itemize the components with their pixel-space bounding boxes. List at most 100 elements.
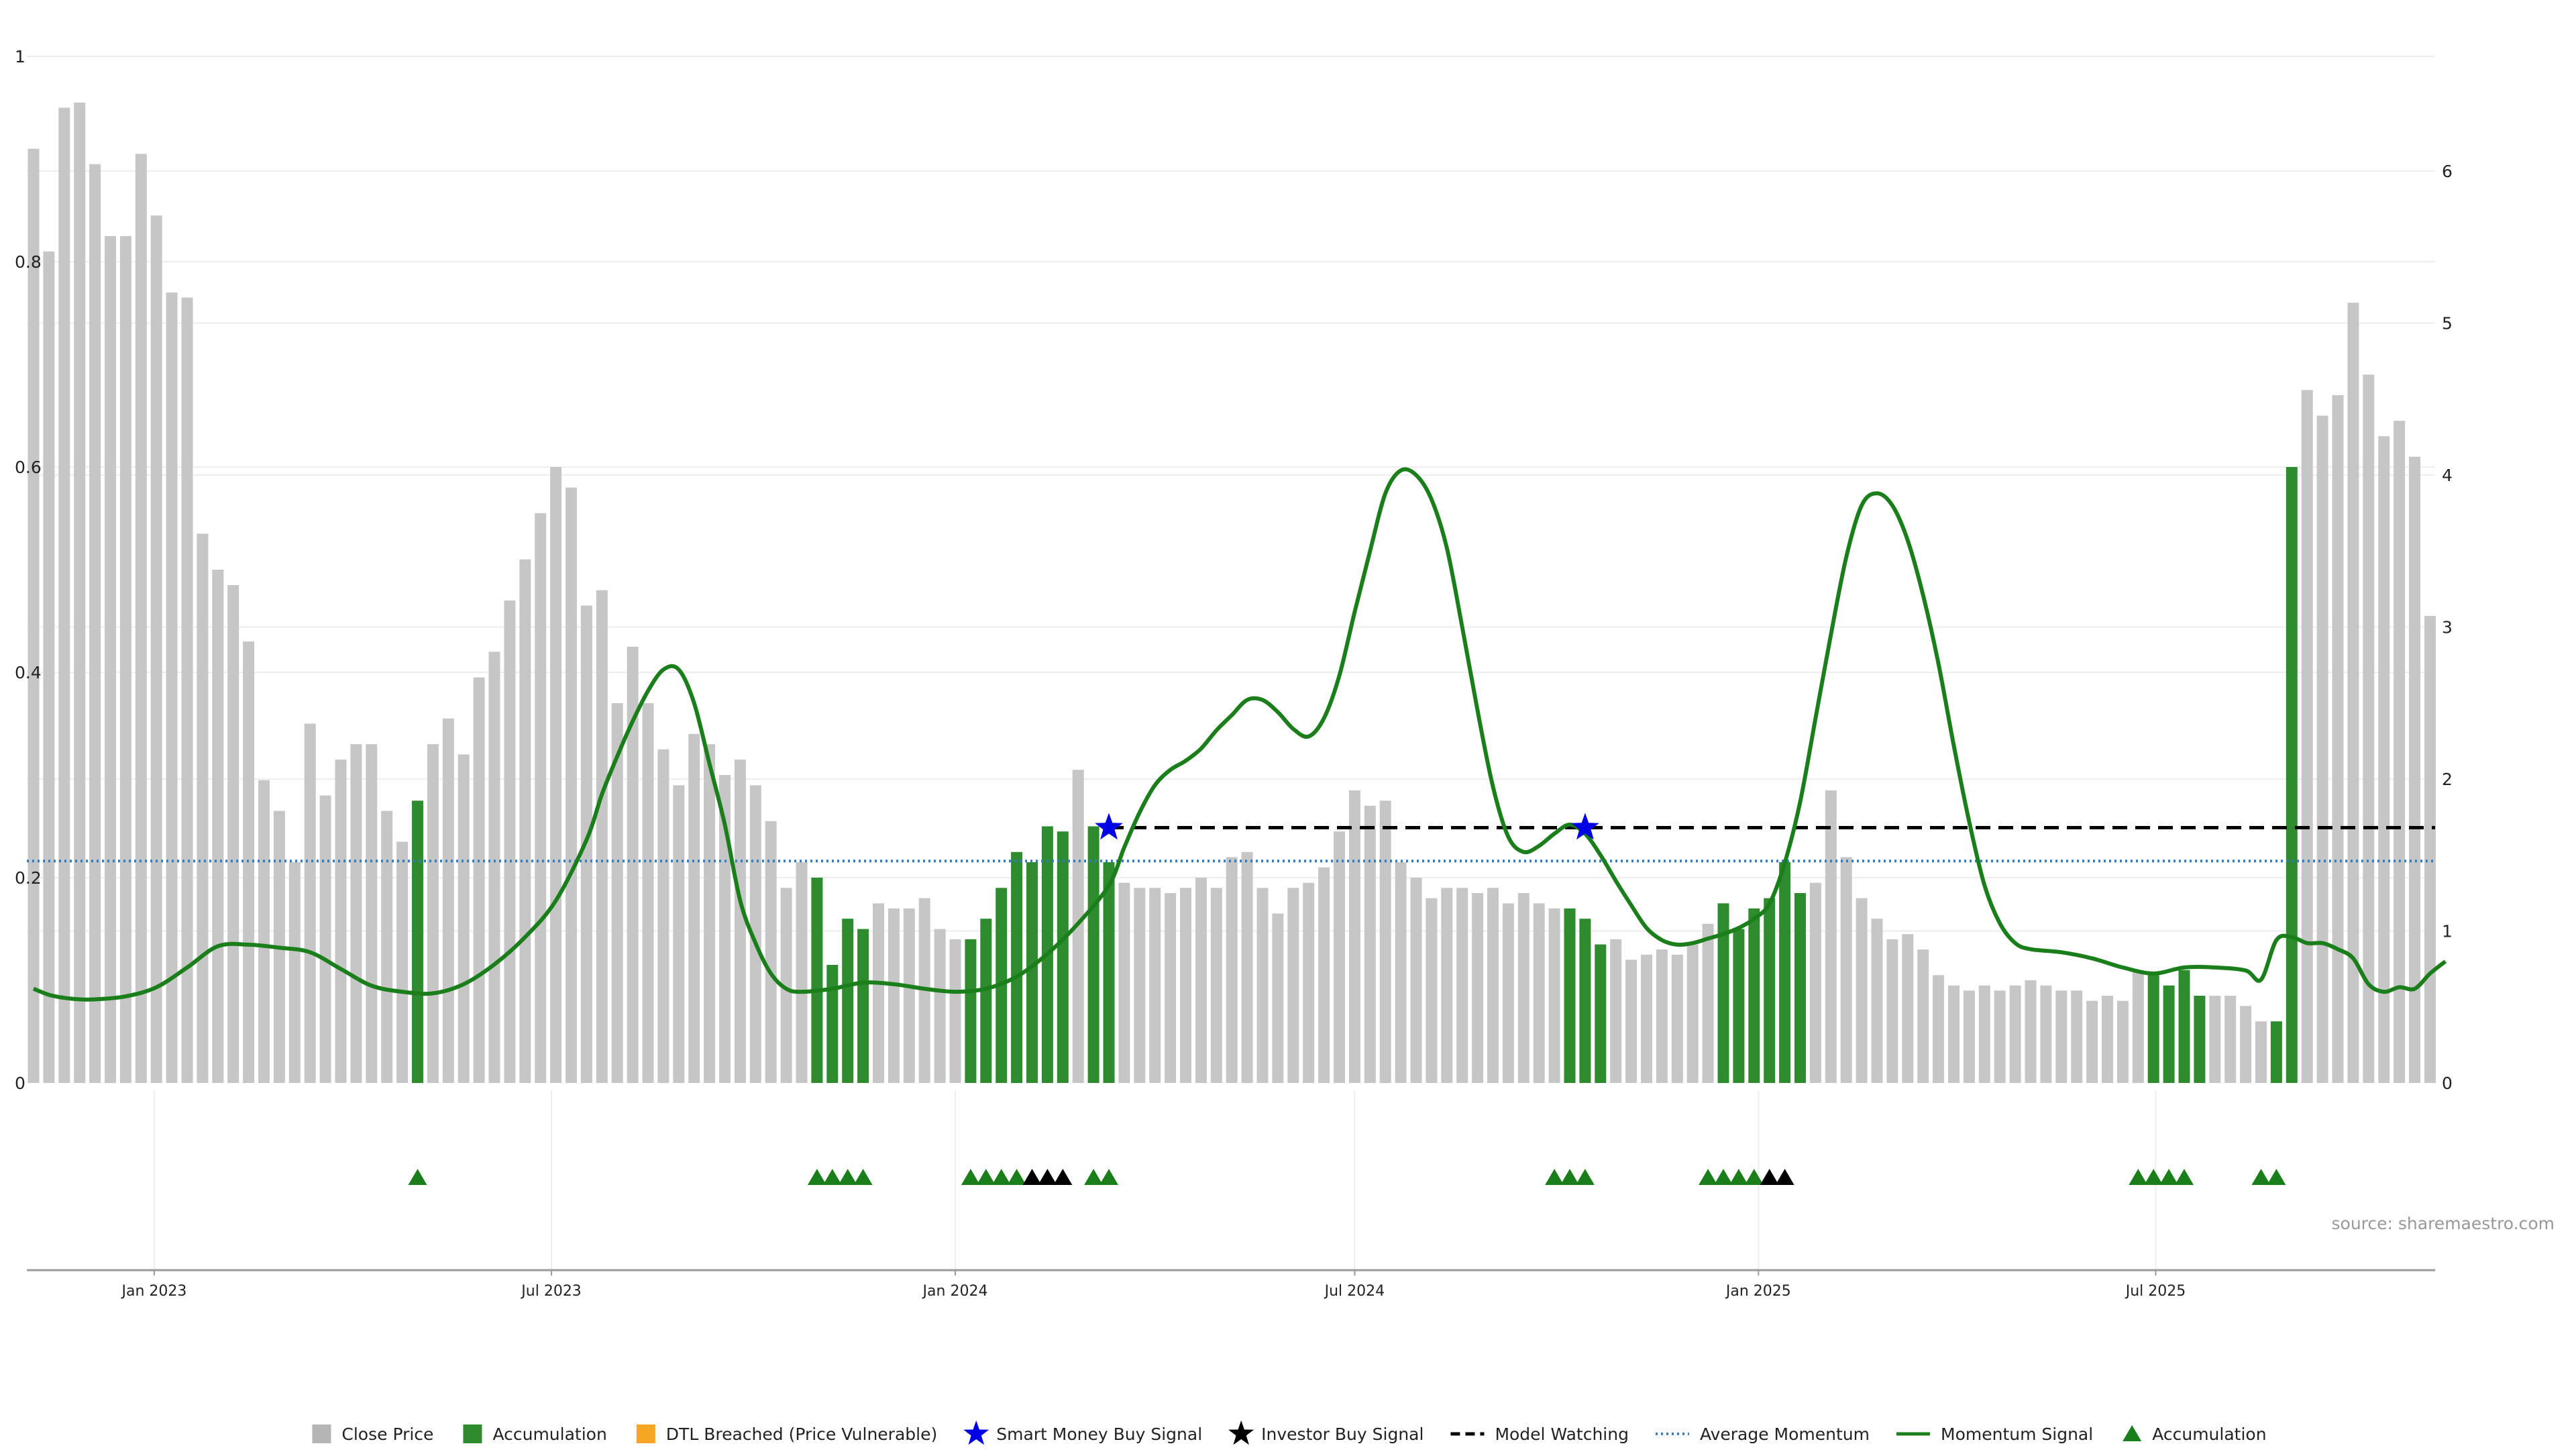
- accumulation-signal-triangle: [408, 1169, 427, 1185]
- close-price-bar: [1840, 857, 1852, 1083]
- close-price-bar: [1348, 790, 1360, 1083]
- accumulation-signal-triangle: [807, 1169, 826, 1185]
- close-price-bar: [1426, 898, 1438, 1083]
- close-price-bar: [1272, 913, 1284, 1083]
- close-price-bar: [181, 297, 193, 1083]
- accumulation-signal-triangle: [1545, 1169, 1564, 1185]
- right-y-tick-label: 0: [2442, 1074, 2453, 1093]
- left-y-tick-label: 0.2: [15, 868, 42, 888]
- accumulation-bar: [2178, 970, 2190, 1083]
- accumulation-bar: [980, 919, 992, 1083]
- close-price-bar: [1978, 985, 1990, 1083]
- close-price-bar: [1994, 990, 2006, 1083]
- accumulation-bar: [1057, 831, 1069, 1083]
- accumulation-signal-triangle: [2144, 1169, 2163, 1185]
- close-price-bar: [657, 749, 669, 1084]
- accumulation-bar: [1579, 919, 1591, 1083]
- x-tick-label: Jan 2024: [922, 1283, 988, 1300]
- close-price-bar: [488, 652, 500, 1083]
- close-price-bar: [1195, 878, 1207, 1083]
- close-price-bar: [734, 760, 746, 1083]
- close-price-bar: [1671, 954, 1683, 1084]
- close-price-bar: [2009, 985, 2021, 1083]
- close-price-bar: [934, 929, 946, 1083]
- close-price-bar: [1134, 888, 1146, 1083]
- close-price-bar: [873, 903, 884, 1084]
- accumulation-bar: [412, 800, 423, 1084]
- accumulation-bar: [811, 878, 823, 1083]
- investor-signal-triangle: [1053, 1169, 1073, 1185]
- close-price-bar: [350, 744, 362, 1083]
- close-price-bar: [796, 862, 808, 1083]
- x-tick-label: Jul 2024: [1324, 1283, 1385, 1300]
- close-price-bar: [2040, 985, 2052, 1083]
- close-price-bar: [2378, 436, 2390, 1083]
- x-tick-label: Jul 2025: [2125, 1283, 2186, 1300]
- close-price-bar: [888, 908, 900, 1083]
- right-y-tick-label: 6: [2442, 162, 2453, 181]
- legend-label: Average Momentum: [1700, 1424, 1870, 1444]
- accumulation-bar: [1595, 944, 1607, 1083]
- left-y-tick-label: 0.8: [15, 252, 42, 272]
- close-price-bar: [2363, 374, 2375, 1083]
- close-price-bar: [105, 236, 116, 1084]
- close-price-bar: [1256, 888, 1269, 1083]
- right-y-tick-label: 5: [2442, 314, 2453, 333]
- accumulation-bar: [1748, 908, 1760, 1083]
- legend-item-3: Smart Money Buy Signal: [963, 1420, 1202, 1445]
- left-y-tick-label: 1: [15, 47, 25, 66]
- close-price-bar: [473, 677, 485, 1083]
- legend-label: Momentum Signal: [1941, 1424, 2093, 1444]
- close-price-bar: [1318, 867, 1330, 1083]
- close-price-bar: [566, 487, 577, 1083]
- accumulation-bar: [1087, 826, 1099, 1083]
- close-price-bar: [1118, 882, 1130, 1083]
- accumulation-bar: [1026, 862, 1038, 1083]
- close-price-bar: [2347, 303, 2359, 1084]
- close-price-bar: [673, 785, 685, 1083]
- legend-triangle-icon: [2123, 1425, 2142, 1441]
- legend-item-1: Accumulation: [463, 1424, 607, 1444]
- accumulation-bar: [1011, 851, 1023, 1084]
- bar-layer: [28, 102, 2436, 1084]
- legend-item-0: Close Price: [312, 1424, 433, 1444]
- close-price-bar: [780, 888, 792, 1083]
- accumulation-bar: [2194, 996, 2206, 1083]
- close-price-bar: [719, 775, 731, 1083]
- close-price-bar: [135, 154, 147, 1083]
- close-price-bar: [1364, 805, 1376, 1083]
- close-price-bar: [2255, 1021, 2267, 1083]
- close-price-bar: [1886, 939, 1898, 1083]
- close-price-bar: [1517, 893, 1529, 1083]
- close-price-bar: [304, 723, 316, 1083]
- close-price-bar: [150, 215, 162, 1084]
- close-price-bar: [197, 533, 209, 1083]
- x-tick-label: Jan 2025: [1725, 1283, 1791, 1300]
- accumulation-bar: [2163, 985, 2175, 1083]
- close-price-bar: [2209, 996, 2221, 1083]
- grid-layer: [27, 56, 2435, 1270]
- left-y-tick-label: 0: [15, 1074, 25, 1093]
- close-price-bar: [1702, 923, 1714, 1083]
- close-price-bar: [1472, 893, 1484, 1083]
- accumulation-bar: [842, 919, 854, 1083]
- accumulation-signal-triangle: [976, 1169, 996, 1185]
- close-price-bar: [2394, 421, 2406, 1083]
- close-price-bar: [1410, 878, 1422, 1083]
- close-price-bar: [1948, 985, 1960, 1083]
- close-price-bar: [1487, 888, 1499, 1083]
- close-price-bar: [1656, 949, 1668, 1083]
- close-price-bar: [688, 733, 700, 1083]
- close-price-bar: [1149, 888, 1161, 1083]
- investor-signal-triangle: [1022, 1169, 1042, 1185]
- legend-label: Investor Buy Signal: [1261, 1424, 1424, 1444]
- accumulation-signal-triangle: [2159, 1169, 2179, 1185]
- close-price-bar: [227, 585, 239, 1083]
- close-price-bar: [1502, 903, 1514, 1084]
- right-y-tick-label: 1: [2442, 922, 2453, 941]
- legend-label: Smart Money Buy Signal: [996, 1424, 1202, 1444]
- left-y-tick-label: 0.6: [15, 458, 42, 477]
- close-price-bar: [288, 862, 301, 1083]
- accumulation-bar: [1779, 862, 1791, 1083]
